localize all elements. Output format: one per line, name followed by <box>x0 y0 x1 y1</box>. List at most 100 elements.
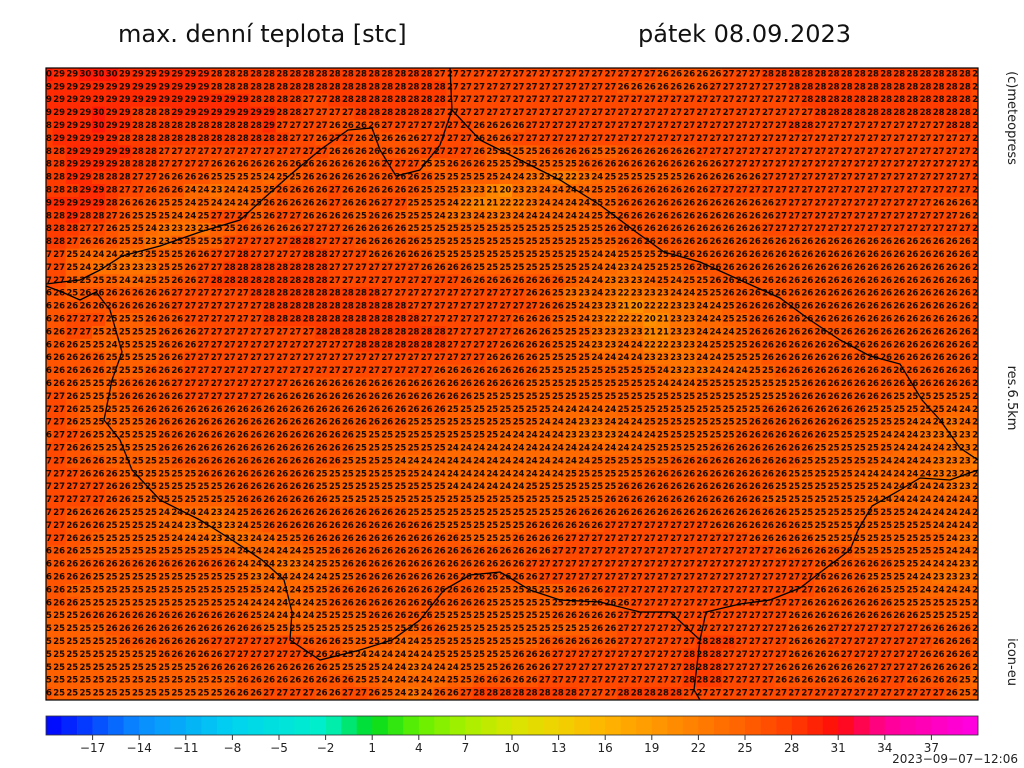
temperature-value: 29 <box>53 95 65 105</box>
temperature-value: 26 <box>355 160 367 170</box>
temperature-value: 26 <box>618 82 630 92</box>
temperature-value: 28 <box>841 108 853 118</box>
temperature-value: 27 <box>880 224 892 234</box>
temperature-value: 28 <box>329 289 341 299</box>
temperature-value: 24 <box>224 186 236 196</box>
temperature-value: 26 <box>893 237 905 247</box>
temperature-value: 27 <box>841 186 853 196</box>
temperature-value: 26 <box>841 315 853 325</box>
temperature-value: 26 <box>762 276 774 286</box>
temperature-value: 27 <box>539 95 551 105</box>
temperature-value: 27 <box>933 211 945 221</box>
temperature-value: 30 <box>79 69 91 79</box>
temperature-value: 26 <box>250 224 262 234</box>
temperature-value: 26 <box>578 147 590 157</box>
temperature-value: 27 <box>171 289 183 299</box>
temperature-value: 25 <box>106 276 118 286</box>
temperature-value: 27 <box>303 95 315 105</box>
temperature-value: 28 <box>158 121 170 131</box>
temperature-value: 28 <box>920 69 932 79</box>
temperature-value: 26 <box>500 134 512 144</box>
temperature-value: 23 <box>473 186 485 196</box>
temperature-value: 29 <box>66 108 78 118</box>
temperature-value: 27 <box>749 121 761 131</box>
temperature-value: 26 <box>198 173 210 183</box>
temperature-value: 27 <box>342 250 354 260</box>
temperature-value: 27 <box>880 134 892 144</box>
temperature-cell <box>249 68 263 82</box>
temperature-value: 26 <box>158 289 170 299</box>
temperature-value: 27 <box>171 302 183 312</box>
temperature-value: 26 <box>893 250 905 260</box>
temperature-value: 27 <box>526 108 538 118</box>
temperature-value: 28 <box>289 108 301 118</box>
temperature-value: 24 <box>79 263 91 273</box>
temperature-value: 26 <box>605 224 617 234</box>
temperature-value: 24 <box>539 186 551 196</box>
temperature-value: 27 <box>631 95 643 105</box>
temperature-cell <box>761 68 775 82</box>
temperature-value: 28 <box>145 134 157 144</box>
temperature-value: 29 <box>184 82 196 92</box>
temperature-cell <box>551 68 565 82</box>
temperature-value: 26 <box>801 237 813 247</box>
temperature-value: 28 <box>276 289 288 299</box>
temperature-value: 27 <box>447 134 459 144</box>
temperature-value: 26 <box>184 327 196 337</box>
temperature-value: 22 <box>460 198 472 208</box>
temperature-value: 26 <box>946 250 958 260</box>
temperature-value: 29 <box>106 147 118 157</box>
temperature-cell <box>210 68 224 82</box>
temperature-value: 28 <box>316 276 328 286</box>
temperature-value: 27 <box>959 134 971 144</box>
temperature-value: 23 <box>565 289 577 299</box>
temperature-value: 28 <box>368 82 380 92</box>
temperature-value: 26 <box>408 147 420 157</box>
temperature-value: 27 <box>421 134 433 144</box>
temperature-value: 30 <box>93 108 105 118</box>
temperature-value: 29 <box>93 134 105 144</box>
temperature-value: 30 <box>106 69 118 79</box>
temperature-value: 27 <box>198 315 210 325</box>
temperature-value: 23 <box>591 315 603 325</box>
temperature-value: 28 <box>893 95 905 105</box>
temperature-value: 28 <box>263 82 275 92</box>
temperature-value: 27 <box>749 95 761 105</box>
temperature-value: 28 <box>145 121 157 131</box>
temperature-value: 28 <box>329 69 341 79</box>
temperature-value: 28 <box>815 95 827 105</box>
temperature-value: 27 <box>513 289 525 299</box>
temperature-value: 23 <box>644 289 656 299</box>
temperature-value: 25 <box>119 327 131 337</box>
temperature-value: 28 <box>316 82 328 92</box>
temperature-value: 27 <box>119 186 131 196</box>
temperature-value: 28 <box>158 134 170 144</box>
temperature-value: 28 <box>434 95 446 105</box>
temperature-value: 26 <box>959 237 971 247</box>
temperature-value: 26 <box>946 315 958 325</box>
temperature-value: 28 <box>237 276 249 286</box>
temperature-value: 24 <box>237 186 249 196</box>
temperature-value: 24 <box>513 211 525 221</box>
temperature-value: 25 <box>158 211 170 221</box>
temperature-value: 27 <box>263 327 275 337</box>
temperature-value: 29 <box>184 95 196 105</box>
temperature-value: 28 <box>276 82 288 92</box>
temperature-value: 27 <box>316 121 328 131</box>
temperature-value: 27 <box>473 302 485 312</box>
temperature-value: 26 <box>696 160 708 170</box>
temperature-value: 26 <box>513 315 525 325</box>
temperature-value: 27 <box>880 186 892 196</box>
temperature-cell <box>157 80 172 95</box>
temperature-value: 27 <box>198 263 210 273</box>
temperature-value: 28 <box>263 263 275 273</box>
temperature-value: 26 <box>408 237 420 247</box>
temperature-value: 27 <box>828 134 840 144</box>
temperature-cell <box>525 68 539 82</box>
temperature-value: 26 <box>670 237 682 247</box>
temperature-value: 27 <box>237 302 249 312</box>
temperature-value: 26 <box>408 186 420 196</box>
temperature-value: 28 <box>395 315 407 325</box>
temperature-value: 28 <box>368 69 380 79</box>
